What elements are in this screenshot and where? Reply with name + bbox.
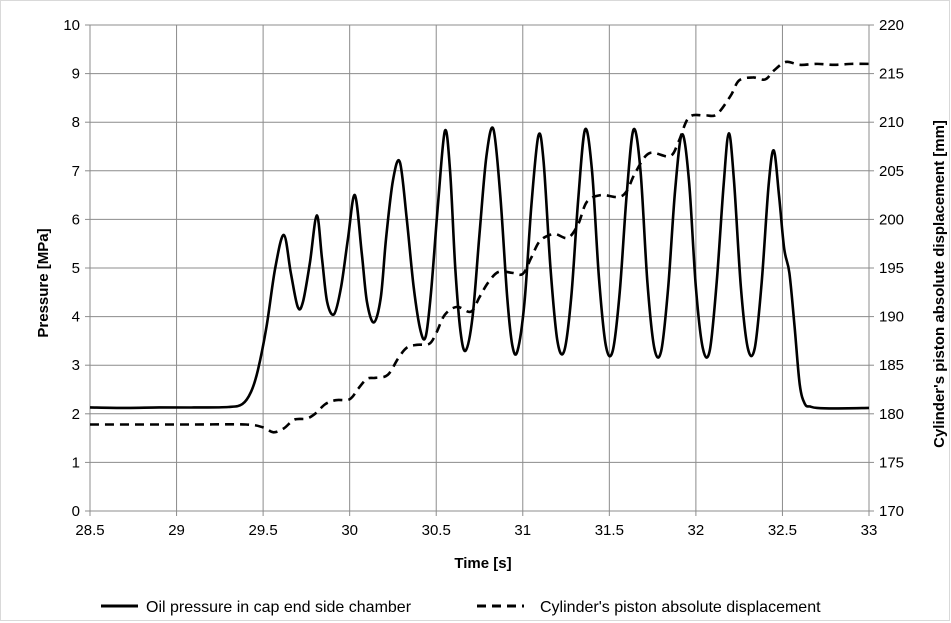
y2-tick-label: 175 xyxy=(879,454,904,471)
y2-tick-label: 180 xyxy=(879,406,904,423)
y-tick-label: 3 xyxy=(72,357,80,374)
gridlines xyxy=(89,24,870,512)
y-tick-label: 5 xyxy=(72,260,80,277)
x-tick-label: 31 xyxy=(514,522,531,539)
x-tick-label: 29.5 xyxy=(249,522,278,539)
y2-tick-label: 170 xyxy=(879,503,904,520)
legend-label-displacement: Cylinder's piston absolute displacement xyxy=(540,599,821,616)
x-tick-label: 32 xyxy=(688,522,705,539)
y2-tick-label: 220 xyxy=(879,17,904,34)
y-tick-label: 8 xyxy=(72,114,80,131)
y-tick-label: 9 xyxy=(72,66,80,83)
y-tick-label: 7 xyxy=(72,163,80,180)
tick-labels: 28.5 29 29.5 30 30.5 31 31.5 32 32.5 33 0 1 2 3 4 5 6 7 8 9… xyxy=(63,17,904,539)
pressure-series-line xyxy=(89,126,870,410)
y-tick-label: 6 xyxy=(72,211,80,228)
y-axis-title: Pressure [MPa] xyxy=(35,228,52,337)
displacement-series-line xyxy=(90,60,870,434)
y-tick-label: 0 xyxy=(72,503,80,520)
y2-axis-title: Cylinder's piston absolute displacement … xyxy=(931,120,948,448)
x-tick-label: 33 xyxy=(861,522,878,539)
series-lines xyxy=(89,60,870,434)
axes xyxy=(85,24,874,516)
y-tick-label: 1 xyxy=(72,454,80,471)
y2-tick-label: 190 xyxy=(879,309,904,326)
y2-tick-label: 200 xyxy=(879,211,904,228)
y2-tick-label: 205 xyxy=(879,163,904,180)
y2-tick-label: 185 xyxy=(879,357,904,374)
x-tick-label: 31.5 xyxy=(595,522,624,539)
y2-tick-label: 210 xyxy=(879,114,904,131)
legend-label-pressure: Oil pressure in cap end side chamber xyxy=(146,599,412,616)
x-tick-label: 32.5 xyxy=(768,522,797,539)
y-tick-label: 10 xyxy=(63,17,80,34)
legend: Oil pressure in cap end side chamber Cyl… xyxy=(101,599,821,616)
y2-tick-label: 215 xyxy=(879,66,904,83)
y-tick-label: 4 xyxy=(72,309,80,326)
x-axis-title: Time [s] xyxy=(454,555,511,572)
x-tick-label: 28.5 xyxy=(75,522,104,539)
y2-tick-label: 195 xyxy=(879,260,904,277)
x-tick-label: 30.5 xyxy=(422,522,451,539)
x-tick-label: 30 xyxy=(341,522,358,539)
y-tick-label: 2 xyxy=(72,406,80,423)
x-tick-label: 29 xyxy=(168,522,185,539)
plot-area-border xyxy=(89,24,870,512)
